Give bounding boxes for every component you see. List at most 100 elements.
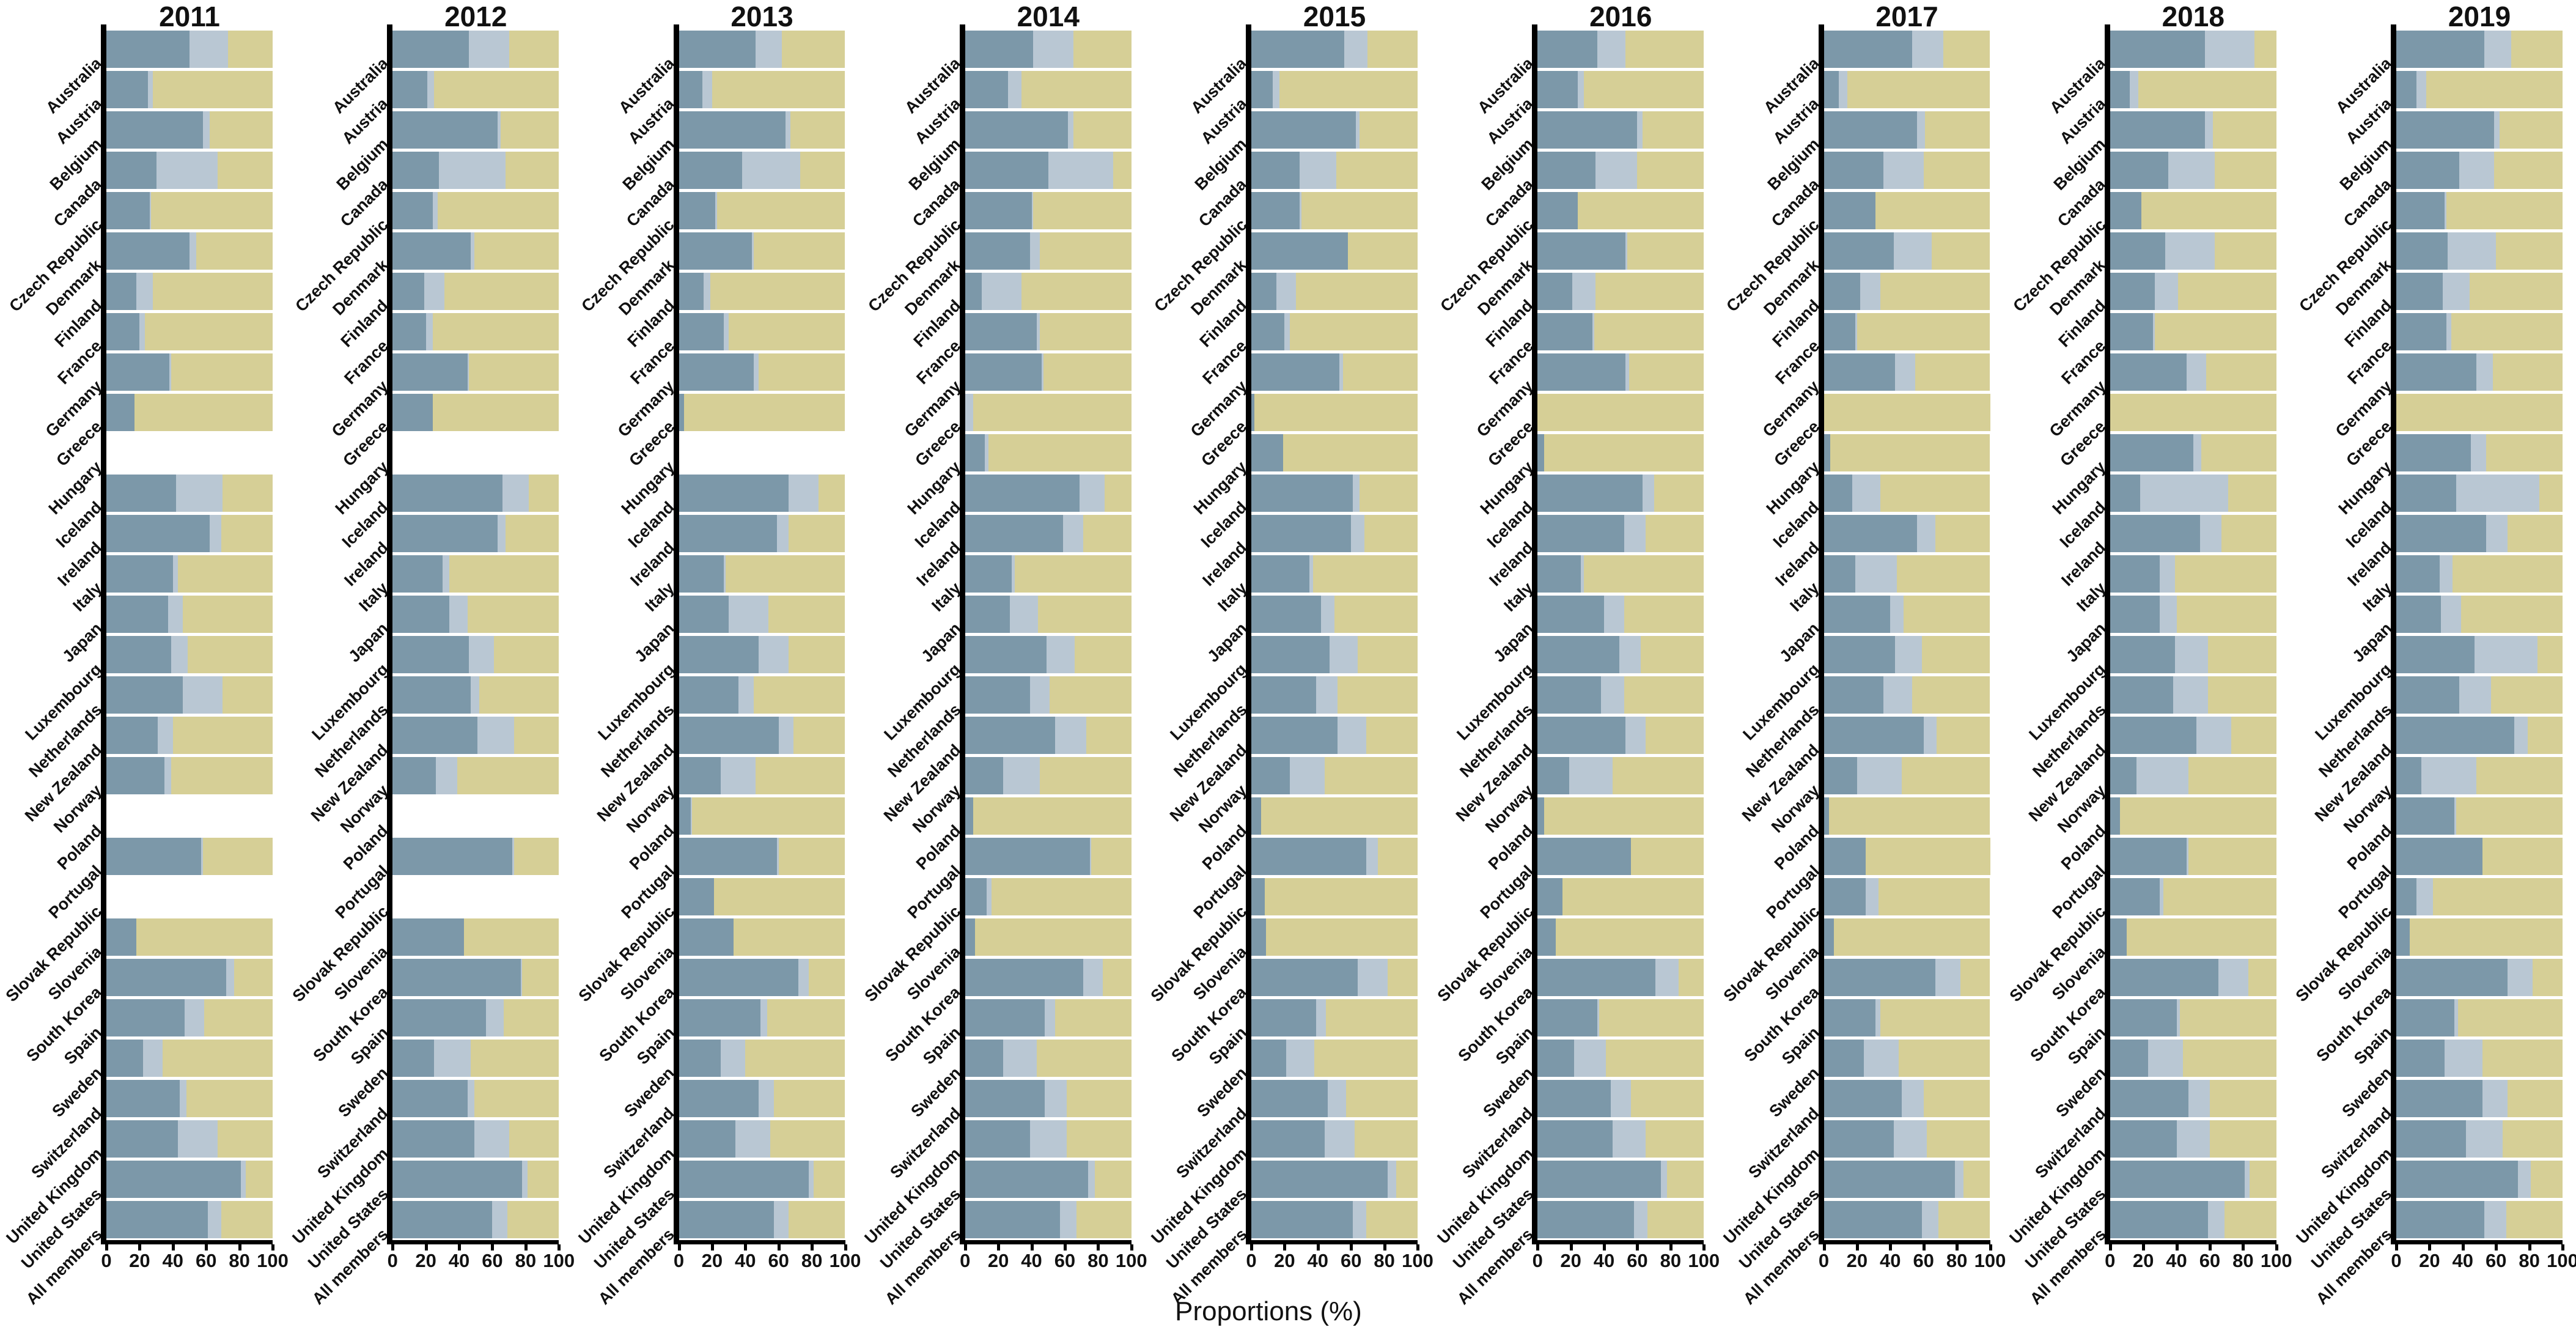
segment-dark-blue bbox=[679, 636, 759, 674]
segment-khaki bbox=[1902, 757, 1990, 795]
bar-row bbox=[1823, 676, 1990, 714]
segment-dark-blue bbox=[1823, 878, 1866, 916]
segment-dark-blue bbox=[106, 676, 183, 714]
segment-light-blue bbox=[753, 353, 759, 391]
segment-dark-blue bbox=[679, 514, 777, 552]
segment-khaki bbox=[717, 191, 845, 229]
segment-dark-blue bbox=[679, 232, 753, 270]
segment-khaki bbox=[522, 959, 559, 997]
segment-dark-blue bbox=[1823, 555, 1856, 593]
segment-light-blue bbox=[2140, 474, 2228, 512]
y-axis-spine bbox=[1246, 24, 1251, 1244]
bar-row bbox=[1537, 1120, 1704, 1158]
segment-khaki bbox=[494, 636, 559, 674]
bar-row bbox=[2396, 918, 2563, 956]
segment-dark-blue bbox=[392, 232, 471, 270]
bar-row bbox=[106, 353, 273, 391]
x-tick-mark bbox=[2495, 1244, 2498, 1250]
x-tick-label: 20 bbox=[129, 1250, 150, 1271]
bar-row bbox=[2110, 1120, 2276, 1158]
bar-row bbox=[392, 1040, 559, 1077]
segment-light-blue bbox=[965, 393, 974, 431]
x-tick-label: 60 bbox=[482, 1250, 503, 1271]
panel-title: 2016 bbox=[1589, 1, 1652, 32]
segment-khaki bbox=[1624, 595, 1704, 633]
segment-khaki bbox=[1624, 676, 1704, 714]
segment-khaki bbox=[2228, 474, 2276, 512]
segment-khaki bbox=[753, 232, 845, 270]
segment-khaki bbox=[2531, 1161, 2563, 1199]
segment-khaki bbox=[1654, 474, 1704, 512]
bar-row bbox=[2110, 1080, 2276, 1118]
x-tick-label: 20 bbox=[1560, 1250, 1581, 1271]
bar-row bbox=[392, 595, 559, 633]
segment-dark-blue bbox=[1251, 959, 1358, 997]
segment-khaki bbox=[1377, 838, 1418, 876]
segment-khaki bbox=[1898, 1040, 1990, 1077]
segment-dark-blue bbox=[1537, 514, 1624, 552]
bar-row bbox=[1823, 111, 1990, 149]
bar-row bbox=[2110, 353, 2276, 391]
segment-dark-blue bbox=[1251, 1080, 1328, 1118]
segment-khaki bbox=[808, 959, 845, 997]
x-tick-label: 80 bbox=[2519, 1250, 2540, 1271]
x-tick-mark bbox=[1989, 1244, 1992, 1250]
segment-dark-blue bbox=[1537, 353, 1626, 391]
segment-khaki bbox=[469, 353, 559, 391]
bar-row bbox=[106, 393, 273, 431]
segment-dark-blue bbox=[1251, 797, 1262, 835]
segment-light-blue bbox=[2130, 70, 2138, 108]
bar-row bbox=[2396, 312, 2563, 350]
segment-dark-blue bbox=[965, 30, 1034, 68]
bar-row bbox=[2110, 918, 2276, 956]
segment-dark-blue bbox=[1251, 757, 1290, 795]
segment-dark-blue bbox=[2110, 636, 2175, 674]
segment-khaki bbox=[2250, 1161, 2276, 1199]
segment-dark-blue bbox=[2110, 151, 2168, 189]
segment-light-blue bbox=[176, 474, 223, 512]
segment-khaki bbox=[172, 717, 273, 755]
segment-khaki bbox=[1642, 111, 1704, 149]
bar-row bbox=[1823, 70, 1990, 108]
segment-khaki bbox=[692, 797, 845, 835]
y-axis-spine bbox=[673, 24, 679, 1244]
segment-dark-blue bbox=[2396, 514, 2486, 552]
bar-row bbox=[679, 353, 845, 391]
bar-row bbox=[106, 514, 273, 552]
segment-khaki bbox=[2396, 393, 2563, 431]
x-tick-mark bbox=[238, 1244, 241, 1250]
segment-light-blue bbox=[1088, 1161, 1095, 1199]
segment-khaki bbox=[770, 1120, 845, 1158]
bar-row bbox=[1251, 555, 1418, 593]
bar-row bbox=[106, 232, 273, 270]
bar-row bbox=[1823, 999, 1990, 1037]
bar-row bbox=[679, 555, 845, 593]
bar-row bbox=[1823, 595, 1990, 633]
segment-khaki bbox=[177, 555, 273, 593]
segment-dark-blue bbox=[679, 595, 729, 633]
segment-light-blue bbox=[1011, 555, 1015, 593]
segment-khaki bbox=[506, 514, 559, 552]
segment-light-blue bbox=[2245, 1161, 2250, 1199]
segment-khaki bbox=[2188, 838, 2276, 876]
segment-khaki bbox=[1544, 797, 1704, 835]
segment-khaki bbox=[1289, 312, 1418, 350]
x-tick-mark bbox=[2208, 1244, 2212, 1250]
segment-light-blue bbox=[1572, 272, 1596, 310]
bar-row bbox=[392, 30, 559, 68]
segment-khaki bbox=[1075, 636, 1132, 674]
segment-khaki bbox=[1935, 514, 1990, 552]
segment-khaki bbox=[221, 514, 273, 552]
segment-light-blue bbox=[156, 151, 218, 189]
segment-light-blue bbox=[2459, 676, 2492, 714]
bar-row bbox=[1251, 636, 1418, 674]
bar-row bbox=[2396, 70, 2563, 108]
bar-row bbox=[392, 918, 559, 956]
segment-light-blue bbox=[1029, 676, 1050, 714]
x-tick-mark bbox=[1383, 1244, 1386, 1250]
segment-dark-blue bbox=[1537, 717, 1626, 755]
bar-row bbox=[106, 838, 273, 876]
segment-khaki bbox=[1279, 70, 1418, 108]
segment-dark-blue bbox=[1823, 1201, 1922, 1239]
x-tick-mark bbox=[844, 1244, 847, 1250]
